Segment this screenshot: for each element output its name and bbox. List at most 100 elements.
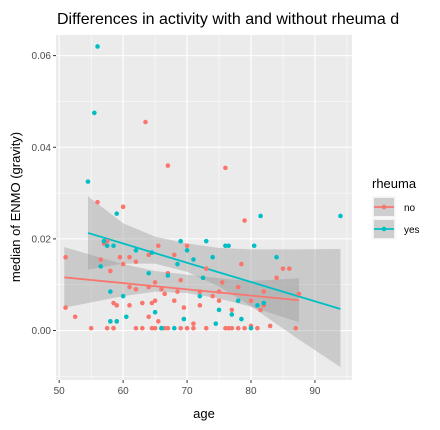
point-no-60 <box>216 298 222 304</box>
plot-panel <box>56 35 352 380</box>
point-no-57 <box>203 325 209 331</box>
point-no-50 <box>181 305 187 310</box>
point-no-64 <box>223 325 228 331</box>
point-yes-33 <box>226 243 231 249</box>
point-yes-25 <box>191 257 196 262</box>
point-no-82 <box>287 266 292 271</box>
legend-key-point-no <box>381 204 387 210</box>
point-no-16 <box>117 254 123 260</box>
point-no-81 <box>280 266 286 271</box>
point-yes-37 <box>248 325 254 331</box>
point-no-65 <box>226 325 231 331</box>
point-yes-16 <box>152 309 158 315</box>
fit-line-yes <box>87 232 341 310</box>
point-no-73 <box>248 298 254 304</box>
point-no-56 <box>197 303 203 308</box>
point-no-19 <box>127 254 132 260</box>
x-tick-label-2: 70 <box>181 386 193 397</box>
grid-minor <box>56 35 352 380</box>
point-no-28 <box>146 252 151 258</box>
y-tick-label-3: 0.06 <box>32 51 52 62</box>
point-no-51 <box>184 243 190 249</box>
point-no-20 <box>127 284 132 290</box>
point-no-23 <box>133 286 139 292</box>
point-yes-41 <box>261 300 267 306</box>
legend: rheuma no yes <box>371 176 420 241</box>
point-yes-43 <box>338 213 343 219</box>
point-no-41 <box>162 325 167 331</box>
point-no-29 <box>146 284 151 290</box>
point-no-75 <box>255 325 260 331</box>
point-no-72 <box>242 325 247 331</box>
point-yes-42 <box>274 254 279 260</box>
point-no-69 <box>235 284 241 290</box>
point-no-35 <box>152 280 158 285</box>
point-yes-0 <box>85 179 91 184</box>
chart-title: Differences in activity with and without… <box>57 11 399 28</box>
point-yes-1 <box>92 110 97 116</box>
point-no-55 <box>197 289 203 294</box>
legend-label-no: no <box>404 203 416 214</box>
point-yes-40 <box>258 213 263 219</box>
point-yes-27 <box>200 275 206 281</box>
point-no-27 <box>143 119 148 125</box>
point-yes-22 <box>178 238 183 244</box>
point-yes-10 <box>114 319 120 324</box>
point-no-83 <box>293 325 299 331</box>
point-no-79 <box>267 323 273 329</box>
x-tick-label-1: 60 <box>118 386 130 397</box>
legend-title: rheuma <box>372 176 417 191</box>
point-no-71 <box>242 218 247 223</box>
point-yes-18 <box>159 325 164 331</box>
point-no-4 <box>95 199 100 205</box>
point-no-26 <box>140 325 145 331</box>
point-no-49 <box>178 325 183 331</box>
point-no-7 <box>104 238 110 244</box>
point-no-54 <box>191 325 196 331</box>
point-no-33 <box>152 325 158 331</box>
fit-line-no <box>64 276 300 302</box>
point-yes-21 <box>175 261 180 267</box>
point-no-84 <box>296 291 302 297</box>
point-no-24 <box>133 259 139 265</box>
point-no-3 <box>88 325 94 331</box>
point-no-53 <box>191 321 196 326</box>
point-no-47 <box>175 289 180 294</box>
point-no-10 <box>108 268 113 274</box>
point-yes-15 <box>149 250 155 255</box>
point-no-78 <box>261 289 267 294</box>
point-yes-24 <box>184 248 190 253</box>
x-tick-label-0: 50 <box>54 386 66 397</box>
point-no-45 <box>171 252 177 258</box>
point-yes-5 <box>104 243 110 249</box>
point-no-36 <box>155 243 161 249</box>
point-no-44 <box>165 325 171 331</box>
point-no-18 <box>120 261 126 267</box>
point-yes-13 <box>133 248 139 253</box>
point-no-37 <box>155 319 161 324</box>
point-yes-30 <box>213 321 219 326</box>
point-no-48 <box>178 277 183 283</box>
data-points <box>63 44 343 331</box>
point-yes-35 <box>235 298 241 304</box>
legend-keys: no yes <box>371 195 420 241</box>
point-no-21 <box>127 303 132 308</box>
point-yes-6 <box>108 319 113 324</box>
point-yes-14 <box>146 270 151 276</box>
y-tick-label-1: 0.02 <box>32 234 52 245</box>
point-yes-9 <box>114 211 120 216</box>
point-yes-32 <box>223 243 228 249</box>
point-no-70 <box>239 261 244 267</box>
point-no-68 <box>235 325 241 331</box>
point-no-39 <box>159 286 164 292</box>
point-yes-38 <box>251 243 257 249</box>
y-axis-title: median of ENMO (gravity) <box>8 132 23 282</box>
legend-key-point-yes <box>381 226 387 232</box>
x-axis-ticks: 50 60 70 80 90 <box>54 380 321 397</box>
point-no-46 <box>171 298 177 304</box>
point-yes-12 <box>124 314 129 320</box>
point-yes-26 <box>197 293 203 299</box>
point-no-42 <box>165 163 171 168</box>
fit-lines <box>64 232 341 310</box>
